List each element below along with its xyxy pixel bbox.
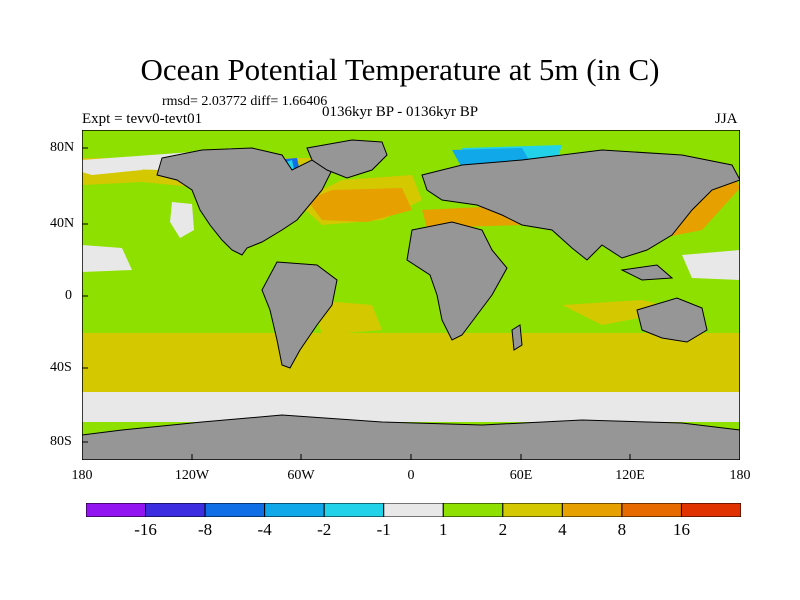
lat-tick-label: 40N xyxy=(50,216,75,231)
africa xyxy=(406,221,508,341)
colorbar-label: -16 xyxy=(134,520,157,539)
colorbar-label: -8 xyxy=(197,520,213,539)
madagascar xyxy=(511,324,523,351)
colorbar-label: 2 xyxy=(498,520,508,539)
colorbar-label: -2 xyxy=(317,520,332,539)
page-title: Ocean Potential Temperature at 5m (in C) xyxy=(140,52,660,87)
lon-tick-label: 180 xyxy=(71,468,93,483)
axis-ticks xyxy=(82,147,631,460)
lon-tick-label: 120W xyxy=(174,468,210,483)
southern-warm-band xyxy=(82,333,740,395)
lat-tick-label: 40S xyxy=(50,360,72,375)
north-america xyxy=(156,147,333,256)
australia xyxy=(636,297,708,343)
colorbar-swatch xyxy=(442,503,504,517)
lat-tick-label: 0 xyxy=(65,288,72,303)
colorbar-swatch xyxy=(502,503,563,517)
colorbar xyxy=(86,503,741,517)
colorbar-swatch xyxy=(680,503,741,517)
experiment-label: Expt = tevv0-tevt01 xyxy=(82,111,203,127)
colorbar-swatch xyxy=(621,503,682,517)
east-pacific-patch xyxy=(82,245,132,272)
period-label: 0136kyr BP - 0136kyr BP xyxy=(322,104,479,120)
world-map xyxy=(82,130,740,460)
west-pacific-patch xyxy=(682,250,740,280)
colorbar-swatch xyxy=(561,503,623,517)
lon-tick-label: 120E xyxy=(615,468,645,483)
colorbar-label: -1 xyxy=(376,520,391,539)
colorbar-label: 4 xyxy=(558,520,567,539)
land-group xyxy=(82,139,740,460)
colorbar-swatch xyxy=(323,503,385,517)
lat-tick-label: 80N xyxy=(50,140,75,155)
indonesia xyxy=(620,264,674,281)
north-atlantic-warm xyxy=(307,188,412,222)
greenland xyxy=(306,139,388,179)
lon-tick-label: 0 xyxy=(407,468,415,483)
lat-tick-label: 80S xyxy=(50,434,72,449)
colorbar-label: 16 xyxy=(672,520,690,539)
colorbar-swatch xyxy=(145,503,206,517)
colorbar-swatch xyxy=(86,503,147,517)
season-label: JJA xyxy=(715,111,738,127)
lon-tick-label: 60E xyxy=(509,468,533,483)
antarctica xyxy=(82,414,740,460)
colorbar-label: 1 xyxy=(439,520,448,539)
eurasia xyxy=(421,149,740,261)
colorbar-label: 8 xyxy=(617,520,627,539)
south-america xyxy=(261,261,338,369)
colorbar-label: -4 xyxy=(257,520,272,539)
colorbar-swatch xyxy=(383,503,444,517)
pacific-light-patch xyxy=(170,202,194,238)
colorbar-swatch xyxy=(264,503,325,517)
lon-tick-label: 60W xyxy=(287,468,315,483)
southern-ice-band xyxy=(82,392,740,422)
stats-label: rmsd= 2.03772 diff= 1.66406 xyxy=(162,94,328,109)
colorbar-swatch xyxy=(204,503,266,517)
lon-tick-label: 180 xyxy=(729,468,751,483)
